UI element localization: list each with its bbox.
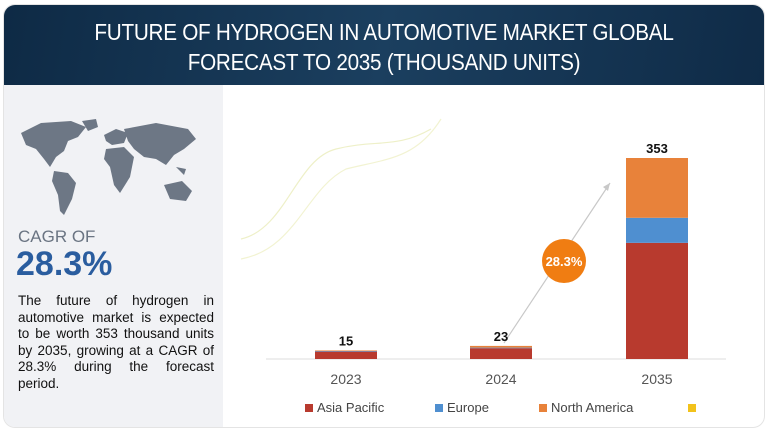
legend-swatch — [539, 404, 547, 412]
data-label: 23 — [494, 329, 508, 344]
bar-segment — [470, 347, 532, 349]
x-tick-label: 2035 — [641, 371, 672, 387]
decorative-swoosh — [240, 118, 442, 260]
summary-panel: CAGR OF 28.3% The future of hydrogen in … — [4, 85, 223, 427]
summary-description: The future of hydrogen in automotive mar… — [18, 293, 214, 391]
x-tick-label: 2023 — [330, 371, 361, 387]
bar-segment — [315, 350, 377, 352]
infographic: FUTURE OF HYDROGEN IN AUTOMOTIVE MARKET … — [3, 4, 765, 428]
legend-label: Europe — [447, 400, 489, 415]
data-label: 15 — [339, 333, 353, 348]
cagr-bubble — [542, 239, 586, 283]
legend-swatch — [305, 404, 313, 412]
legend-label: North America — [551, 400, 634, 415]
bar-segment — [315, 351, 377, 359]
cagr-value: 28.3% — [16, 245, 113, 283]
title-line-1: FUTURE OF HYDROGEN IN AUTOMOTIVE MARKET … — [94, 19, 674, 45]
legend-swatch — [435, 404, 443, 412]
bar-segment — [315, 351, 377, 352]
bar-segment — [626, 242, 688, 359]
x-tick-label: 2024 — [485, 371, 516, 387]
decorative-swoosh — [240, 128, 432, 240]
bar-segment — [470, 348, 532, 359]
cagr-label: CAGR OF — [18, 227, 96, 246]
chart-title: FUTURE OF HYDROGEN IN AUTOMOTIVE MARKET … — [4, 5, 764, 85]
legend-swatch — [688, 404, 696, 412]
stacked-bar-chart: 15 2023 23 2024 353 2035 28.3% Asia Pacific Euro… — [240, 118, 726, 415]
legend-label: Asia Pacific — [317, 400, 385, 415]
title-line-2: FORECAST TO 2035 (THOUSAND UNITS) — [187, 49, 581, 75]
cagr-bubble-label: 28.3% — [546, 254, 583, 269]
world-map-icon — [21, 119, 196, 215]
data-label: 353 — [646, 141, 668, 156]
trend-arrow-head — [603, 183, 610, 191]
bar-segment — [626, 217, 688, 243]
bar-segment — [626, 158, 688, 218]
bar-segment — [470, 345, 532, 348]
